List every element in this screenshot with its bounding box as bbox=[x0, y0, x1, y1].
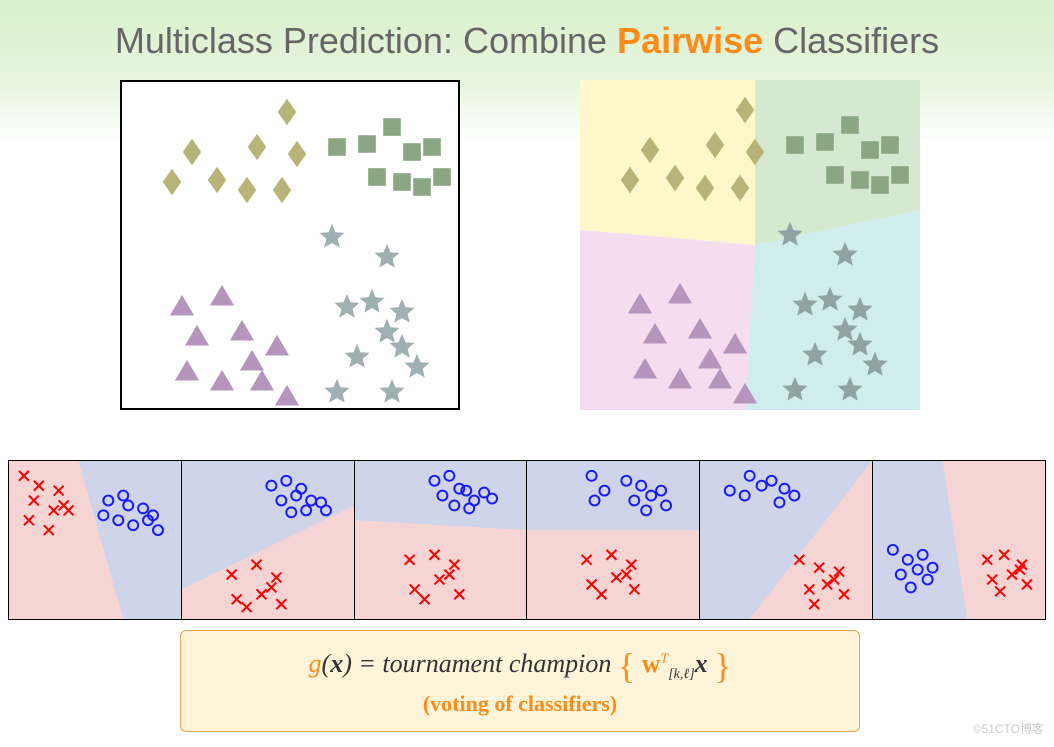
scatter-classified bbox=[580, 80, 920, 410]
pairwise-cell-4 bbox=[700, 461, 873, 619]
pairwise-cell-2 bbox=[355, 461, 528, 619]
formula-box: g(x) = tournament champion { wT[k,ℓ]x } … bbox=[180, 630, 860, 732]
formula-line1: g(x) = tournament champion { wT[k,ℓ]x } bbox=[195, 645, 845, 687]
title-pre: Multiclass Prediction: Combine bbox=[115, 20, 617, 61]
formula-sub: [k,ℓ] bbox=[668, 667, 694, 682]
title-highlight: Pairwise bbox=[617, 20, 763, 61]
pairwise-cell-3 bbox=[527, 461, 700, 619]
formula-x1: x bbox=[330, 649, 343, 678]
title-post: Classifiers bbox=[763, 20, 939, 61]
brace-left: { bbox=[618, 646, 635, 686]
page-title: Multiclass Prediction: Combine Pairwise … bbox=[0, 20, 1054, 62]
formula-voting: (voting of classifiers) bbox=[195, 691, 845, 717]
scatter-unclassified bbox=[120, 80, 460, 410]
pairwise-cell-5 bbox=[873, 461, 1045, 619]
brace-right: } bbox=[714, 646, 731, 686]
pairwise-strip bbox=[8, 460, 1046, 620]
pairwise-cell-0 bbox=[9, 461, 182, 619]
formula-w: w bbox=[642, 649, 661, 678]
watermark: ©51CTO博客 bbox=[973, 720, 1044, 737]
pairwise-cell-1 bbox=[182, 461, 355, 619]
formula-x2: x bbox=[695, 649, 708, 678]
formula-g: g bbox=[309, 649, 322, 678]
formula-txt: = tournament champion bbox=[358, 649, 611, 678]
formula-sup: T bbox=[660, 651, 668, 666]
